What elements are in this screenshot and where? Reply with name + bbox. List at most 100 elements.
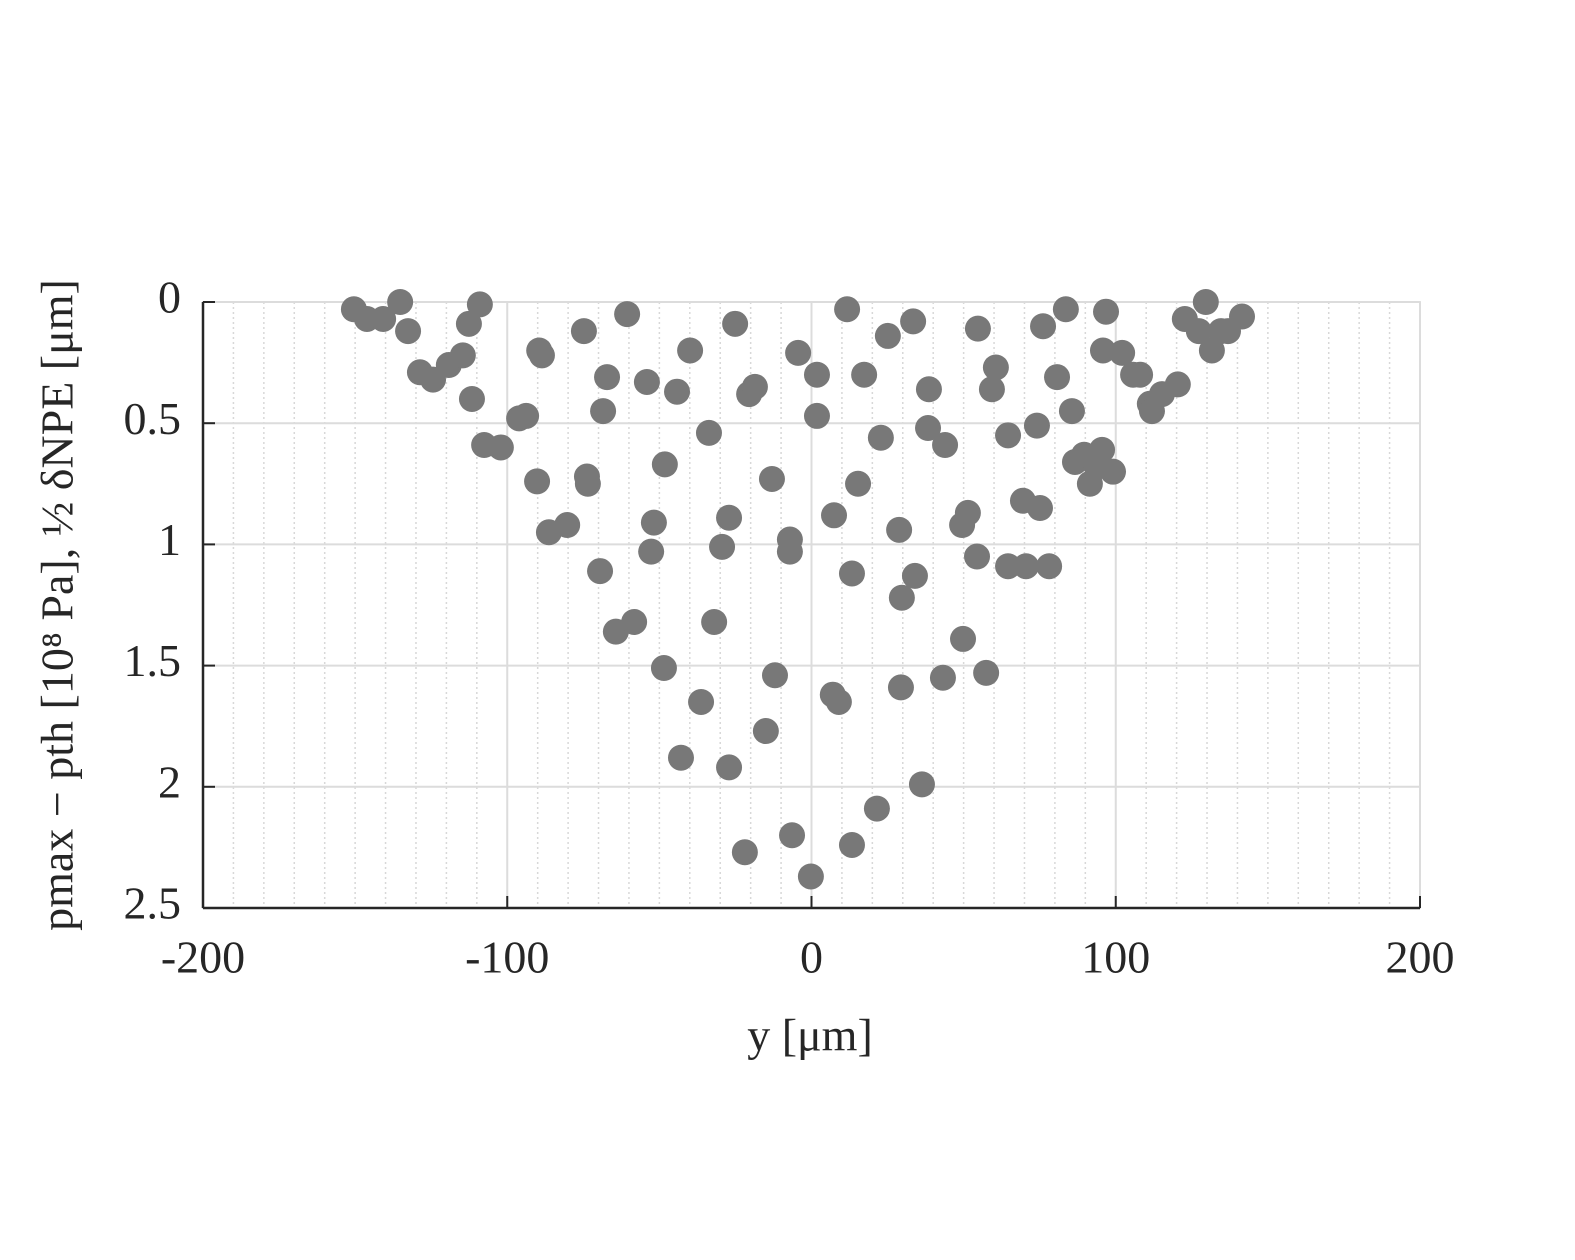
point xyxy=(554,512,581,539)
point xyxy=(513,402,540,429)
point xyxy=(1164,371,1191,398)
point xyxy=(886,516,913,543)
x-tick-label: 0 xyxy=(800,932,823,983)
point xyxy=(867,424,894,451)
point xyxy=(932,432,959,459)
point xyxy=(1023,412,1050,439)
point xyxy=(455,310,482,337)
point xyxy=(761,662,788,689)
point xyxy=(614,301,641,328)
point xyxy=(1044,364,1071,391)
point xyxy=(651,451,678,478)
point xyxy=(863,795,890,822)
point xyxy=(964,315,991,342)
point xyxy=(1030,313,1057,340)
point xyxy=(695,419,722,446)
point xyxy=(528,342,555,369)
x-tick-label: 100 xyxy=(1081,932,1150,983)
point xyxy=(1036,553,1063,580)
point xyxy=(978,376,1005,403)
y-tick-label: 1 xyxy=(158,514,181,565)
point xyxy=(587,558,614,585)
point xyxy=(797,863,824,890)
point xyxy=(574,470,601,497)
point xyxy=(901,562,928,589)
point xyxy=(851,361,878,388)
point xyxy=(1089,436,1116,463)
x-axis-label: y [μm] xyxy=(747,1010,873,1061)
point xyxy=(370,305,397,332)
point xyxy=(1192,289,1219,315)
y-tick-label: 1.5 xyxy=(124,635,182,686)
point xyxy=(915,415,942,442)
point xyxy=(709,533,736,560)
point xyxy=(594,364,621,391)
y-tick-label: 2 xyxy=(158,756,181,807)
point xyxy=(395,318,422,345)
point xyxy=(570,318,597,345)
point xyxy=(752,718,779,745)
point xyxy=(900,308,927,335)
point xyxy=(973,659,1000,686)
point xyxy=(640,509,667,536)
point xyxy=(716,754,743,781)
point xyxy=(874,322,901,349)
point xyxy=(803,402,830,429)
point xyxy=(779,822,806,849)
point xyxy=(1012,553,1039,580)
point xyxy=(722,310,749,337)
point xyxy=(524,468,551,495)
point xyxy=(741,373,768,400)
point xyxy=(888,584,915,611)
point xyxy=(964,543,991,570)
point xyxy=(825,688,852,715)
point xyxy=(1198,337,1225,364)
point xyxy=(688,688,715,715)
point xyxy=(845,470,872,497)
point xyxy=(1026,495,1053,522)
point xyxy=(621,608,648,635)
point xyxy=(731,839,758,866)
point xyxy=(758,465,785,492)
point xyxy=(590,398,617,425)
point xyxy=(677,337,704,364)
point xyxy=(466,291,493,318)
point xyxy=(716,504,743,531)
point xyxy=(995,553,1022,580)
point xyxy=(982,354,1009,381)
point xyxy=(821,502,848,529)
point xyxy=(664,378,691,405)
point xyxy=(449,342,476,369)
point xyxy=(650,655,677,682)
point xyxy=(908,771,935,798)
point xyxy=(803,361,830,388)
point xyxy=(1100,458,1127,485)
y-tick-label: 2.5 xyxy=(124,878,182,929)
point xyxy=(950,625,977,652)
point xyxy=(458,385,485,412)
point xyxy=(887,674,914,701)
point xyxy=(1109,339,1136,366)
point xyxy=(995,422,1022,449)
point xyxy=(701,608,728,635)
point xyxy=(785,339,812,366)
point xyxy=(1229,303,1256,330)
point xyxy=(834,296,861,323)
point xyxy=(487,434,514,461)
y-tick-label: 0 xyxy=(158,272,181,323)
point xyxy=(638,538,665,565)
x-tick-label: -100 xyxy=(465,932,549,983)
point xyxy=(929,664,956,691)
x-tick-label: -200 xyxy=(161,932,245,983)
point xyxy=(776,538,803,565)
point xyxy=(667,744,694,771)
point xyxy=(915,376,942,403)
point xyxy=(838,831,865,858)
point xyxy=(1127,361,1154,388)
point xyxy=(633,368,660,395)
x-tick-label: 200 xyxy=(1386,932,1455,983)
point xyxy=(838,560,865,587)
y-axis-label: pmax − pth [10⁸ Pa], ½ δNPE [μm] xyxy=(32,279,83,931)
point xyxy=(954,499,981,526)
